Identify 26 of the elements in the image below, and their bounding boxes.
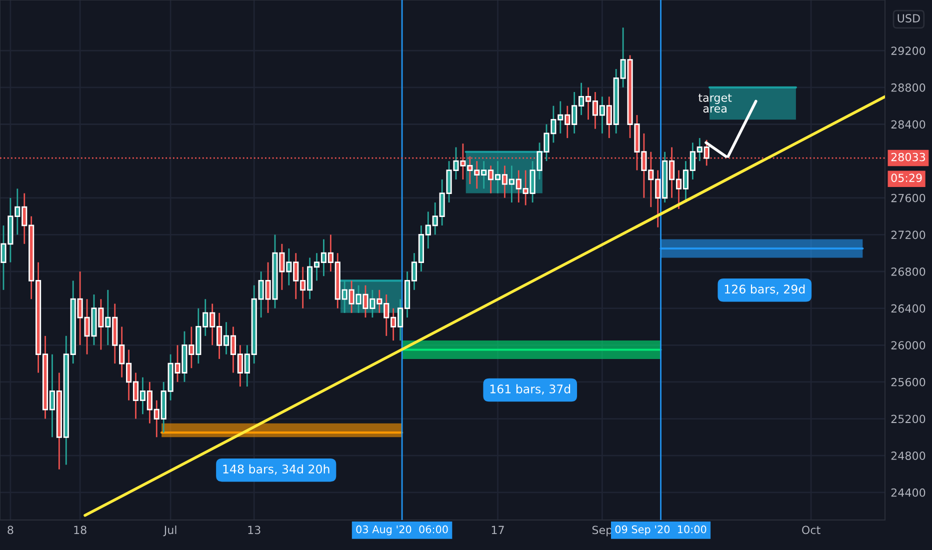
x-tick-label: 13 <box>248 526 260 534</box>
ref-line-label: 09 Sep '20 10:00 <box>615 525 706 536</box>
x-tick-label: 8 <box>8 526 14 534</box>
ref-line-label: 28033 05:29 <box>891 152 926 182</box>
y-tick-label: 24400 <box>891 488 926 497</box>
annotation: 148 bars, 34d 20h <box>223 464 330 475</box>
annotation: target area <box>698 94 732 113</box>
y-tick-label: 27600 <box>891 194 926 202</box>
y-tick-label: 27200 <box>891 230 926 240</box>
annotation: 126 bars, 29d <box>724 284 805 295</box>
y-tick-label: 26000 <box>891 341 926 350</box>
y-tick-label: 26800 <box>891 267 926 276</box>
x-tick-label: Oct <box>802 526 820 534</box>
y-tick-label: 26400 <box>891 304 926 313</box>
y-tick-label: 28400 <box>891 120 926 129</box>
y-tick-label: 24800 <box>891 452 926 460</box>
y-tick-label: 28800 <box>891 83 926 92</box>
y-tick-label: 29200 <box>891 46 926 55</box>
y-tick-label: 25600 <box>891 378 926 386</box>
x-tick-label: Jul <box>163 526 176 536</box>
y-tick-label: 25200 <box>891 414 926 424</box>
x-tick-label: 17 <box>492 526 504 534</box>
ref-line-label: 03 Aug '20 06:00 <box>356 525 448 536</box>
x-tick-label: 18 <box>74 526 86 534</box>
annotation: 161 bars, 37d <box>490 384 570 395</box>
text: USD <box>898 14 920 22</box>
